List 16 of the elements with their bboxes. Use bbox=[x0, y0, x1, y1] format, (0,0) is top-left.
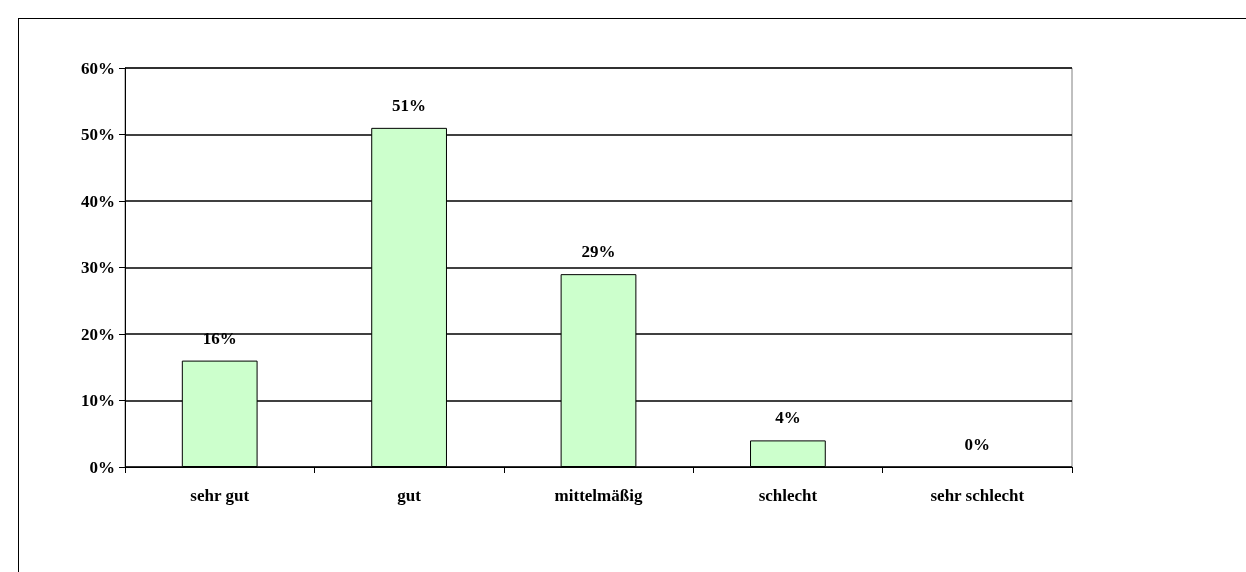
y-tick-label: 40% bbox=[81, 191, 115, 211]
data-label: 51% bbox=[392, 95, 427, 115]
y-tick-label: 60% bbox=[81, 58, 115, 78]
data-label: 4% bbox=[775, 408, 801, 428]
x-tick-label: schlecht bbox=[758, 486, 818, 505]
x-tick-label: sehr gut bbox=[190, 486, 250, 505]
y-tick-label: 30% bbox=[81, 258, 115, 277]
x-tick-label: sehr schlecht bbox=[930, 486, 1025, 505]
x-tick-label: gut bbox=[397, 486, 422, 505]
y-tick-label: 20% bbox=[81, 324, 115, 344]
y-tick-label: 10% bbox=[81, 391, 115, 410]
x-tick-label: mittelmäßig bbox=[554, 486, 643, 505]
y-tick-label: 50% bbox=[81, 125, 115, 144]
data-label: 29% bbox=[581, 242, 616, 262]
data-label: 0% bbox=[964, 435, 991, 454]
y-tick-label: 0% bbox=[89, 457, 115, 477]
